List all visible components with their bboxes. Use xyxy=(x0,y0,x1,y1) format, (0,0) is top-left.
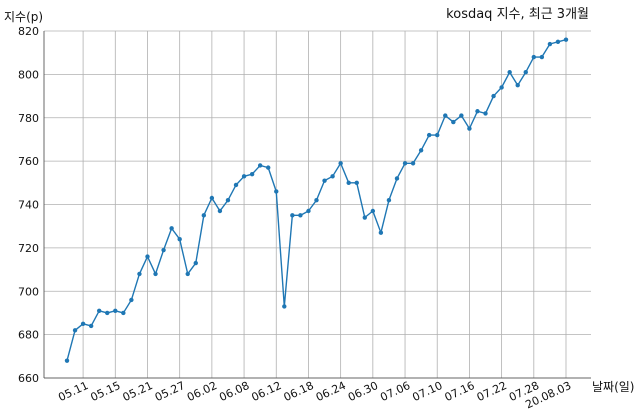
data-point xyxy=(96,308,102,313)
data-point xyxy=(378,230,384,235)
data-point xyxy=(129,297,134,303)
data-points xyxy=(64,37,569,363)
data-point xyxy=(346,180,351,186)
x-tick-label: 05.27 xyxy=(153,379,187,404)
data-point xyxy=(153,271,158,277)
data-point xyxy=(145,254,150,259)
data-point xyxy=(475,109,480,114)
data-point xyxy=(193,260,198,266)
grid xyxy=(44,30,591,379)
data-point xyxy=(64,358,70,363)
data-point xyxy=(547,41,553,47)
data-point xyxy=(418,148,424,153)
y-tick-label: 820 xyxy=(18,25,39,38)
x-tick-label: 06.30 xyxy=(346,379,380,404)
data-point xyxy=(274,189,279,194)
y-tick-label: 760 xyxy=(18,155,39,168)
data-point xyxy=(137,271,142,277)
y-tick-labels: 660 680 700 720 740 760 780 800 820 xyxy=(18,25,39,385)
axes xyxy=(43,31,591,379)
data-point xyxy=(451,119,456,125)
x-tick-label: 06.08 xyxy=(217,379,251,404)
data-point xyxy=(467,126,472,131)
data-point xyxy=(515,83,520,88)
data-point xyxy=(257,163,263,168)
data-point xyxy=(113,308,118,313)
data-point xyxy=(233,182,239,188)
data-point xyxy=(555,39,561,45)
x-tick-label: 06.02 xyxy=(185,379,219,404)
data-point xyxy=(539,54,545,60)
data-point xyxy=(282,304,287,309)
data-point xyxy=(523,70,528,75)
data-point xyxy=(362,215,367,220)
x-tick-label: 07.06 xyxy=(378,379,412,404)
data-point xyxy=(225,197,231,203)
data-point xyxy=(426,132,432,138)
data-point xyxy=(386,197,392,203)
data-point xyxy=(249,171,255,177)
data-point xyxy=(370,208,376,214)
x-tick-label: 06.24 xyxy=(314,379,348,404)
x-tick-label: 07.16 xyxy=(443,379,477,404)
data-point xyxy=(314,197,319,203)
data-point xyxy=(354,180,359,186)
data-point xyxy=(88,323,94,329)
x-tick-label: 05.11 xyxy=(56,379,90,404)
data-point xyxy=(217,208,223,214)
x-tick-label: 07.22 xyxy=(475,379,509,404)
data-point xyxy=(410,161,416,166)
x-tick-labels: 05.1105.1505.2105.2706.0206.0806.1206.18… xyxy=(56,379,573,411)
data-point xyxy=(499,85,504,90)
data-point xyxy=(161,247,166,253)
x-axis-title: 날짜(일) xyxy=(592,380,634,394)
data-point xyxy=(185,271,190,277)
y-axis-title: 지수(p) xyxy=(4,10,43,24)
data-point xyxy=(80,321,86,326)
data-point xyxy=(209,195,215,201)
data-point xyxy=(306,208,311,214)
data-point xyxy=(531,54,537,60)
data-point xyxy=(459,113,464,118)
x-tick-label: 06.12 xyxy=(249,379,283,404)
data-point xyxy=(121,310,126,316)
data-point xyxy=(443,113,448,118)
y-tick-label: 740 xyxy=(18,199,39,212)
x-tick-label: 06.18 xyxy=(282,379,316,404)
y-tick-label: 680 xyxy=(18,329,39,342)
data-point xyxy=(322,178,327,183)
data-point xyxy=(483,111,488,116)
data-point xyxy=(105,310,110,316)
data-point xyxy=(72,328,78,333)
x-tick-label: 05.15 xyxy=(89,379,123,404)
x-tick-label: 07.10 xyxy=(410,379,444,404)
data-point xyxy=(290,213,295,218)
data-point xyxy=(435,132,440,138)
data-point xyxy=(394,176,400,181)
data-point xyxy=(338,161,343,166)
data-point xyxy=(563,37,569,42)
y-tick-label: 800 xyxy=(18,68,39,81)
y-tick-label: 780 xyxy=(18,112,39,125)
data-point xyxy=(491,93,496,99)
data-point xyxy=(177,237,182,242)
y-tick-label: 700 xyxy=(18,285,39,298)
data-point xyxy=(169,226,174,231)
data-point xyxy=(266,165,271,170)
x-tick-label: 05.21 xyxy=(121,379,155,404)
y-tick-label: 660 xyxy=(18,372,39,385)
chart-title: kosdaq 지수, 최근 3개월 xyxy=(446,7,589,22)
data-point xyxy=(507,70,512,75)
data-point xyxy=(241,174,247,179)
data-point xyxy=(201,213,207,218)
data-point xyxy=(298,213,303,218)
data-point xyxy=(402,161,408,166)
y-tick-label: 720 xyxy=(18,242,39,255)
data-point xyxy=(330,174,335,179)
